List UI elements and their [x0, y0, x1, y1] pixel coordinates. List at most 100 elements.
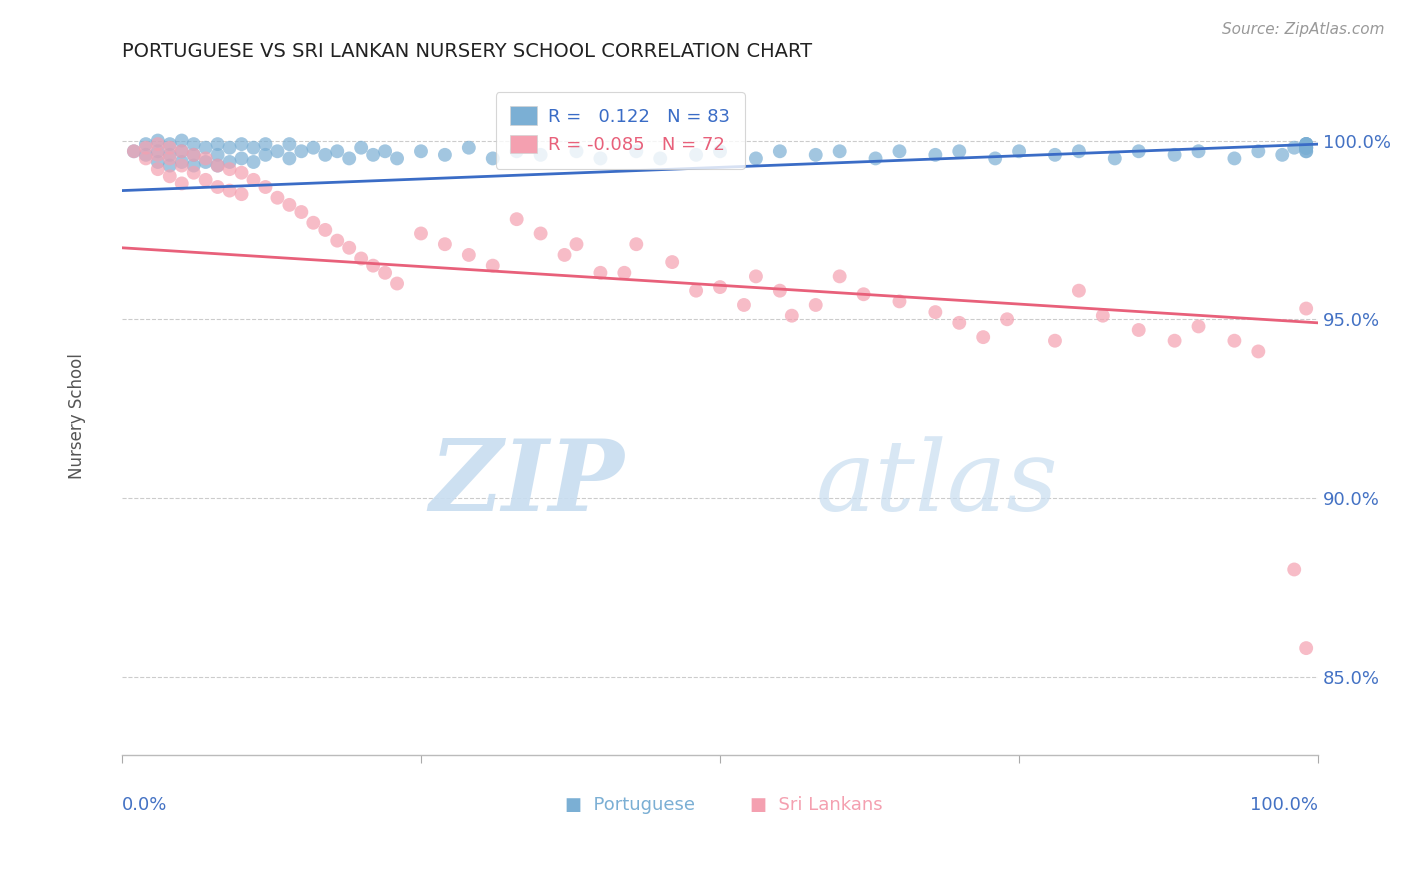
Point	[159, 152, 181, 166]
Point	[745, 269, 768, 284]
Point	[170, 159, 193, 173]
Point	[626, 145, 648, 159]
Point	[1295, 641, 1317, 656]
Point	[337, 241, 360, 255]
Point	[135, 148, 157, 162]
Point	[433, 237, 456, 252]
Point	[146, 148, 169, 162]
Point	[1247, 145, 1270, 159]
Point	[207, 148, 229, 162]
Point	[889, 294, 911, 309]
Point	[709, 280, 731, 294]
Point	[374, 266, 396, 280]
Text: atlas: atlas	[815, 436, 1059, 532]
Point	[1295, 137, 1317, 152]
Point	[218, 141, 240, 155]
Point	[266, 191, 288, 205]
Text: ■  Portuguese: ■ Portuguese	[565, 796, 695, 814]
Point	[242, 155, 264, 169]
Point	[207, 159, 229, 173]
Point	[183, 137, 205, 152]
Point	[505, 212, 527, 227]
Point	[122, 145, 145, 159]
Point	[685, 148, 707, 162]
Point	[948, 316, 970, 330]
Point	[385, 277, 408, 291]
Point	[183, 148, 205, 162]
Point	[1128, 145, 1150, 159]
Point	[159, 141, 181, 155]
Point	[685, 284, 707, 298]
Point	[361, 148, 384, 162]
Point	[314, 223, 336, 237]
Point	[745, 152, 768, 166]
Point	[1295, 137, 1317, 152]
Point	[146, 137, 169, 152]
Point	[828, 269, 851, 284]
Point	[709, 145, 731, 159]
Point	[254, 148, 277, 162]
Text: Nursery School: Nursery School	[67, 353, 86, 479]
Legend: R =   0.122   N = 83, R = -0.085   N = 72: R = 0.122 N = 83, R = -0.085 N = 72	[496, 92, 745, 169]
Point	[1295, 141, 1317, 155]
Point	[231, 137, 253, 152]
Point	[374, 145, 396, 159]
Point	[505, 145, 527, 159]
Point	[529, 227, 551, 241]
Point	[1043, 334, 1066, 348]
Point	[1282, 141, 1305, 155]
Point	[613, 266, 636, 280]
Point	[135, 141, 157, 155]
Point	[146, 145, 169, 159]
Point	[972, 330, 994, 344]
Point	[170, 145, 193, 159]
Point	[733, 298, 755, 312]
Point	[889, 145, 911, 159]
Point	[207, 159, 229, 173]
Point	[565, 237, 588, 252]
Point	[481, 259, 503, 273]
Point	[194, 152, 217, 166]
Text: 100.0%: 100.0%	[1250, 796, 1319, 814]
Point	[1187, 145, 1209, 159]
Point	[135, 152, 157, 166]
Point	[278, 198, 301, 212]
Point	[1067, 284, 1090, 298]
Point	[146, 162, 169, 177]
Point	[1295, 141, 1317, 155]
Point	[865, 152, 887, 166]
Point	[1223, 152, 1246, 166]
Point	[302, 216, 325, 230]
Point	[1295, 301, 1317, 316]
Point	[1223, 334, 1246, 348]
Point	[183, 148, 205, 162]
Point	[183, 166, 205, 180]
Point	[194, 155, 217, 169]
Point	[661, 255, 683, 269]
Point	[218, 162, 240, 177]
Point	[804, 148, 827, 162]
Point	[159, 169, 181, 184]
Point	[1247, 344, 1270, 359]
Point	[170, 145, 193, 159]
Point	[350, 141, 373, 155]
Point	[183, 159, 205, 173]
Point	[254, 137, 277, 152]
Point	[589, 266, 612, 280]
Point	[1295, 137, 1317, 152]
Point	[231, 187, 253, 202]
Point	[1295, 145, 1317, 159]
Point	[1067, 145, 1090, 159]
Point	[290, 205, 312, 219]
Point	[159, 148, 181, 162]
Point	[159, 159, 181, 173]
Point	[1128, 323, 1150, 337]
Point	[589, 152, 612, 166]
Point	[769, 284, 792, 298]
Point	[409, 227, 432, 241]
Text: 0.0%: 0.0%	[122, 796, 167, 814]
Point	[1271, 148, 1294, 162]
Point	[554, 248, 576, 262]
Point	[1295, 137, 1317, 152]
Point	[529, 148, 551, 162]
